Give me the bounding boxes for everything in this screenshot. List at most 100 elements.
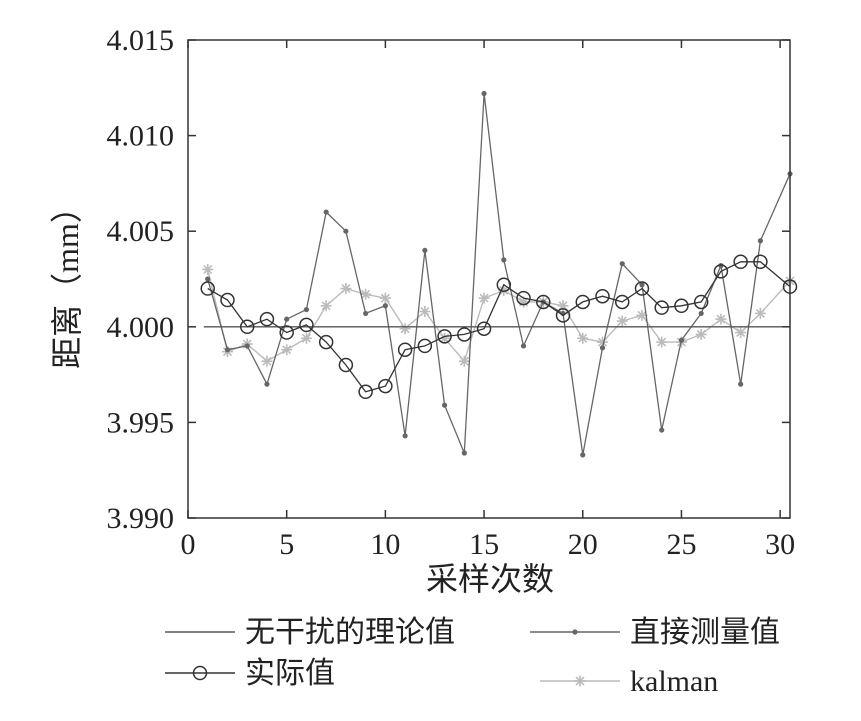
legend-label: 无干扰的理论值 <box>245 616 455 649</box>
series-line-measured <box>207 93 791 456</box>
point-measured <box>441 402 448 408</box>
point-kalman <box>754 307 766 319</box>
point-measured <box>224 347 231 353</box>
point-kalman <box>281 344 293 356</box>
point-kalman <box>478 292 490 304</box>
point-kalman <box>300 332 312 344</box>
legend-marker <box>572 629 578 635</box>
x-tick-label: 5 <box>279 528 294 561</box>
point-measured <box>284 316 290 322</box>
point-measured <box>501 257 507 263</box>
x-tick-label: 20 <box>568 528 598 561</box>
point-actual <box>259 311 275 327</box>
point-measured <box>520 343 527 349</box>
point-measured <box>422 247 428 253</box>
point-kalman <box>202 263 214 275</box>
point-measured <box>619 261 625 267</box>
point-measured <box>481 90 487 97</box>
point-measured <box>639 282 645 288</box>
point-actual <box>693 294 709 310</box>
x-tick-label: 30 <box>765 528 795 561</box>
legend-item-measured: 直接测量值 <box>530 616 780 649</box>
series-line-kalman <box>207 269 791 363</box>
point-measured <box>698 310 704 317</box>
y-tick-label: 4.010 <box>107 120 175 153</box>
point-actual <box>200 281 215 296</box>
point-actual <box>654 300 669 315</box>
legend-item-theory: 无干扰的理论值 <box>165 616 455 649</box>
legend-label: 实际值 <box>245 657 335 690</box>
x-tick-label: 25 <box>666 528 696 561</box>
point-actual <box>614 294 630 310</box>
point-kalman <box>735 327 747 339</box>
point-actual <box>496 277 512 292</box>
legend-label: 直接测量值 <box>630 616 780 649</box>
point-actual <box>555 308 571 323</box>
point-kalman <box>320 300 332 312</box>
point-measured <box>738 381 744 387</box>
point-measured <box>678 337 685 343</box>
point-actual <box>476 321 492 336</box>
x-axis-label: 采样次数 <box>426 561 554 597</box>
y-axis-label: 距离（mm） <box>49 191 85 369</box>
point-actual <box>279 325 294 340</box>
point-measured <box>659 427 665 433</box>
plot-frame <box>187 39 791 519</box>
point-kalman <box>399 323 411 335</box>
x-tick-label: 0 <box>181 528 196 561</box>
y-tick-label: 3.995 <box>107 406 175 439</box>
x-tick-label: 15 <box>469 528 499 561</box>
point-actual <box>397 342 413 357</box>
point-kalman <box>419 306 431 318</box>
point-measured <box>244 343 250 349</box>
point-actual <box>358 384 373 400</box>
point-measured <box>343 228 349 234</box>
point-measured <box>599 345 606 351</box>
y-tick-label: 4.015 <box>107 24 175 57</box>
point-measured <box>580 452 586 458</box>
point-kalman <box>695 328 707 340</box>
point-kalman <box>577 332 589 344</box>
point-actual <box>516 290 531 306</box>
point-kalman <box>458 355 470 367</box>
point-actual <box>753 254 768 270</box>
point-measured <box>757 238 763 244</box>
point-actual <box>595 288 610 304</box>
point-actual <box>338 357 354 373</box>
point-actual <box>733 254 748 270</box>
point-kalman <box>715 313 727 325</box>
legend-label: kalman <box>630 665 718 698</box>
point-actual <box>713 264 729 279</box>
point-actual <box>239 319 255 335</box>
legend-marker <box>574 675 586 687</box>
point-actual <box>299 317 314 333</box>
point-actual <box>674 298 689 314</box>
y-tick-label: 4.005 <box>107 215 175 248</box>
point-actual <box>457 327 472 342</box>
point-measured <box>363 310 369 317</box>
point-actual <box>220 292 235 308</box>
axes-layer: 0 5 10 15 20 25 30 3.990 3.995 4.000 4.005 4.010 4.0… <box>107 24 796 561</box>
point-actual <box>536 294 551 310</box>
point-actual <box>318 334 334 350</box>
point-measured <box>323 209 329 215</box>
point-measured <box>205 276 211 282</box>
point-kalman <box>656 336 668 348</box>
point-actual <box>378 378 393 394</box>
point-kalman <box>360 288 372 300</box>
point-actual <box>437 329 452 344</box>
point-measured <box>402 433 408 439</box>
legend-item-actual: 实际值 <box>165 657 335 690</box>
point-measured <box>264 381 270 387</box>
point-kalman <box>261 355 273 367</box>
y-tick-label: 3.990 <box>107 502 175 535</box>
point-actual <box>417 338 433 354</box>
point-kalman <box>379 292 391 304</box>
point-measured <box>303 306 310 313</box>
point-kalman <box>616 315 628 327</box>
point-measured <box>461 450 467 456</box>
plot-layer <box>200 90 798 458</box>
legend-item-kalman: kalman <box>540 665 718 698</box>
